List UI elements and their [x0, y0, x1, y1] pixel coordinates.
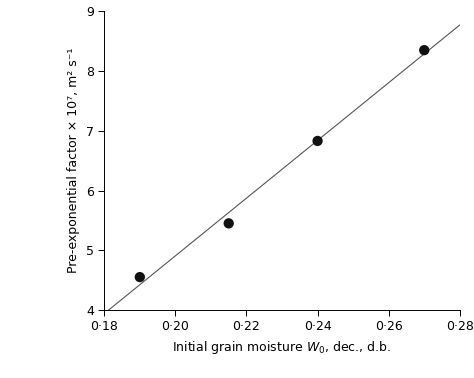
Point — [314, 138, 321, 144]
Point — [136, 274, 144, 280]
Point — [225, 220, 232, 226]
X-axis label: Initial grain moisture $W_{0}$, dec., d.b.: Initial grain moisture $W_{0}$, dec., d.… — [173, 339, 392, 356]
Point — [420, 47, 428, 53]
Y-axis label: Pre-exponential factor × 10⁷, m² s⁻¹: Pre-exponential factor × 10⁷, m² s⁻¹ — [67, 48, 80, 273]
